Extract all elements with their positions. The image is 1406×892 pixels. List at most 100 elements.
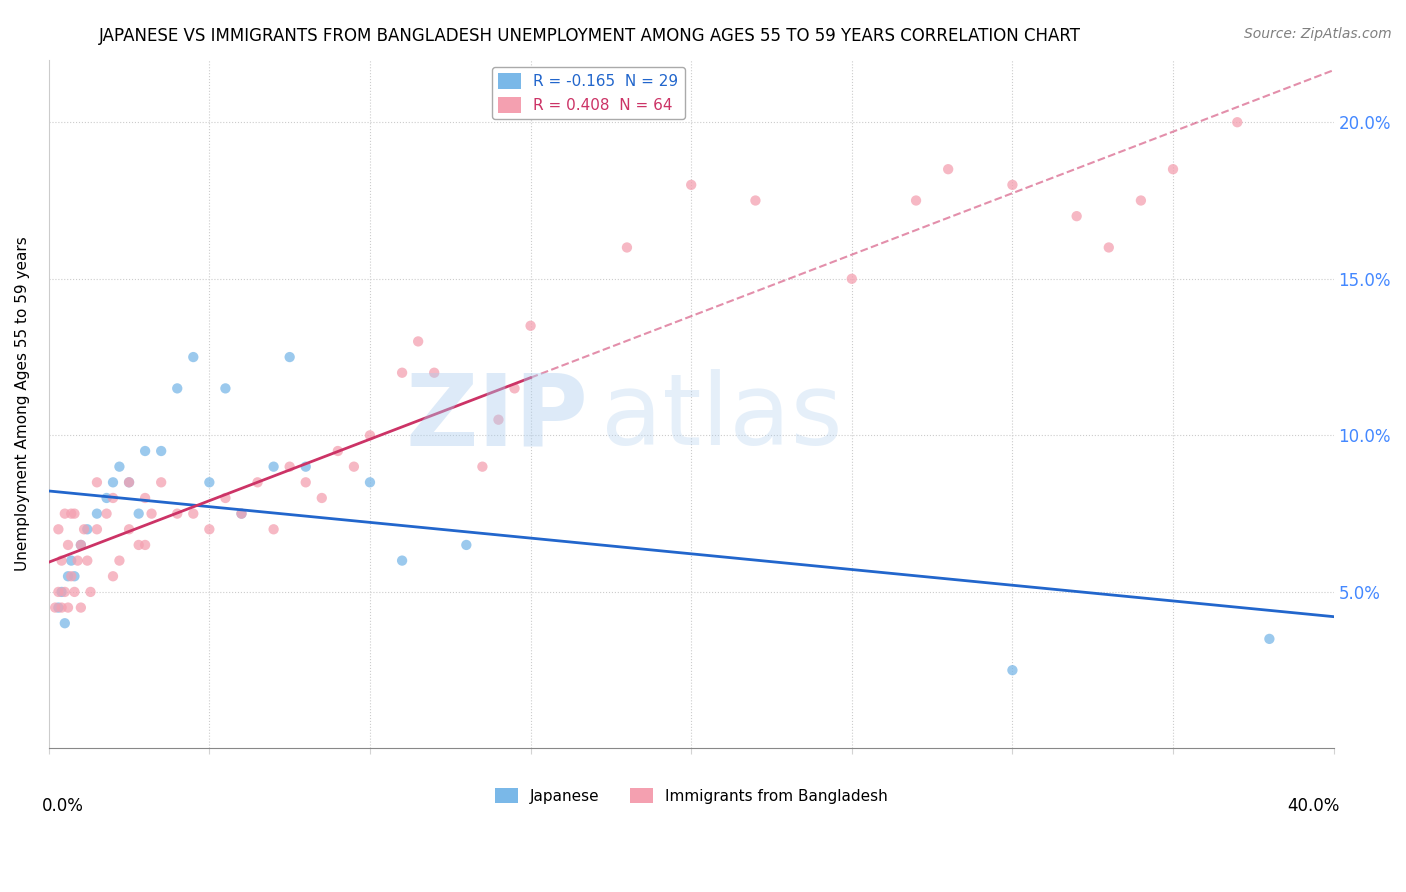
Point [231,507,253,521]
Point [198,522,221,536]
Point [128,507,150,521]
Text: Source: ZipAtlas.com: Source: ZipAtlas.com [1244,27,1392,41]
Point [101,569,124,583]
Point [141,507,163,521]
Point [134,491,156,505]
Point [48,585,70,599]
Y-axis label: Unemployment Among Ages 55 to 59 years: Unemployment Among Ages 55 to 59 years [15,236,30,572]
Point [48,600,70,615]
Point [63,569,86,583]
Point [246,475,269,490]
Point [359,428,381,442]
Point [278,350,301,364]
Point [96,507,118,521]
Point [1001,178,1024,192]
Point [63,507,86,521]
Point [44,600,66,615]
Text: ZIP: ZIP [405,369,588,467]
Point [1161,162,1184,177]
Point [108,459,131,474]
Point [841,272,863,286]
Point [108,553,131,567]
Point [51,585,73,599]
Point [166,507,188,521]
Point [128,538,150,552]
Point [53,616,76,631]
Point [63,585,86,599]
Point [1066,209,1088,223]
Point [134,444,156,458]
Point [76,553,98,567]
Point [181,507,204,521]
Point [86,475,108,490]
Point [278,459,301,474]
Point [263,459,285,474]
Point [294,459,316,474]
Point [198,475,221,490]
Point [86,507,108,521]
Point [391,366,413,380]
Point [214,381,236,395]
Point [294,475,316,490]
Text: 0.0%: 0.0% [42,797,84,814]
Point [519,318,541,333]
Point [51,553,73,567]
Point [60,553,83,567]
Point [79,585,101,599]
Point [503,381,526,395]
Point [181,350,204,364]
Point [1098,240,1121,254]
Point [905,194,928,208]
Point [1258,632,1281,646]
Point [96,491,118,505]
Point [76,522,98,536]
Point [488,413,510,427]
Point [231,507,253,521]
Point [311,491,333,505]
Point [263,522,285,536]
Point [214,491,236,505]
Point [744,194,766,208]
Point [616,240,638,254]
Text: JAPANESE VS IMMIGRANTS FROM BANGLADESH UNEMPLOYMENT AMONG AGES 55 TO 59 YEARS CO: JAPANESE VS IMMIGRANTS FROM BANGLADESH U… [98,27,1080,45]
Point [391,553,413,567]
Point [70,538,93,552]
Point [471,459,494,474]
Point [101,491,124,505]
Legend: R = -0.165  N = 29, R = 0.408  N = 64: R = -0.165 N = 29, R = 0.408 N = 64 [492,67,685,119]
Point [101,475,124,490]
Text: atlas: atlas [602,369,842,467]
Point [681,178,703,192]
Point [1129,194,1152,208]
Point [406,334,429,349]
Point [56,538,79,552]
Point [166,381,188,395]
Point [1001,663,1024,677]
Point [56,600,79,615]
Point [66,553,89,567]
Point [118,475,141,490]
Text: 40.0%: 40.0% [1288,797,1340,814]
Point [456,538,478,552]
Point [73,522,96,536]
Point [70,600,93,615]
Point [70,538,93,552]
Point [1226,115,1249,129]
Point [326,444,349,458]
Point [86,522,108,536]
Point [423,366,446,380]
Point [118,475,141,490]
Point [48,522,70,536]
Point [150,444,173,458]
Point [56,569,79,583]
Point [359,475,381,490]
Point [51,600,73,615]
Point [53,585,76,599]
Point [60,507,83,521]
Point [150,475,173,490]
Point [118,522,141,536]
Point [134,538,156,552]
Point [343,459,366,474]
Point [60,569,83,583]
Point [53,507,76,521]
